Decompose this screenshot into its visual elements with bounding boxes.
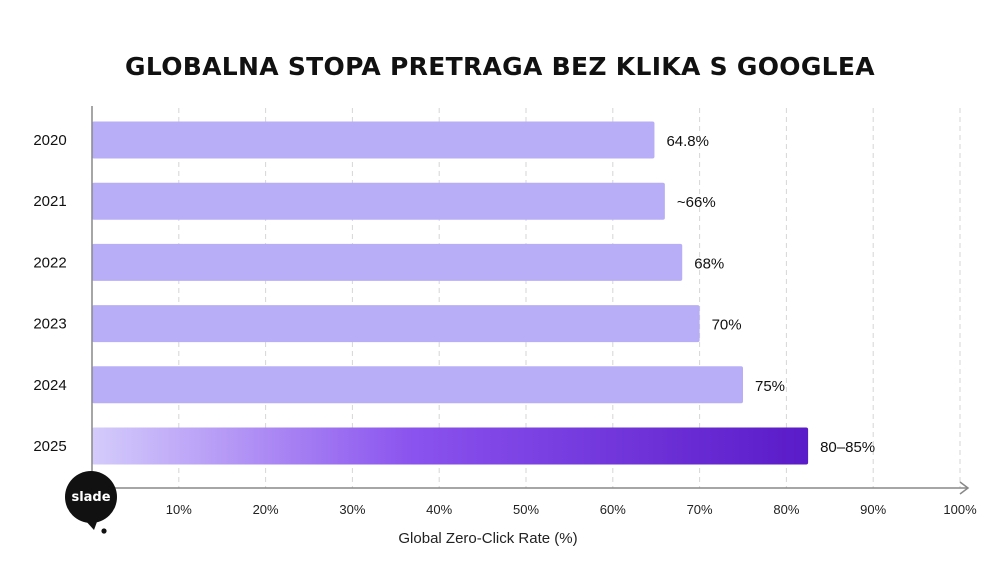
bar-2020 xyxy=(92,121,655,159)
logo-tail xyxy=(84,519,98,530)
x-tick-label: 80% xyxy=(773,502,799,517)
category-label: 2020 xyxy=(33,132,66,149)
x-tick-label: 60% xyxy=(600,502,626,517)
logo-circle xyxy=(65,471,117,523)
grid-lines xyxy=(178,108,961,488)
logo-text: slade xyxy=(71,490,110,505)
logo-dot xyxy=(101,528,107,534)
value-label: ~66% xyxy=(677,194,716,211)
x-tick-label: 40% xyxy=(426,502,452,517)
category-label: 2025 xyxy=(33,438,66,455)
x-tick-label: 100% xyxy=(943,502,977,517)
category-label: 2021 xyxy=(33,193,66,210)
bar-2023 xyxy=(92,305,700,343)
bar-2021 xyxy=(92,182,665,220)
bar-2022 xyxy=(92,243,683,281)
x-axis-title: Global Zero-Click Rate (%) xyxy=(398,530,577,547)
labels: 10% 20% 30% 40% 50% 60% 70% 80% 90% 100% 2020 64.8%… xyxy=(33,132,977,547)
category-label: 2022 xyxy=(33,254,66,271)
bars xyxy=(92,121,809,465)
chart-title: GLOBALNA STOPA PRETRAGA BEZ KLIKA S GOOG… xyxy=(125,52,875,81)
x-tick-label: 30% xyxy=(339,502,365,517)
value-label: 64.8% xyxy=(666,133,709,150)
category-label: 2023 xyxy=(33,316,66,333)
x-tick-label: 50% xyxy=(513,502,539,517)
slade-logo: slade xyxy=(65,471,117,534)
bar-2025 xyxy=(92,427,809,465)
value-label: 80–85% xyxy=(820,439,875,456)
value-label: 68% xyxy=(694,255,724,272)
x-tick-label: 10% xyxy=(166,502,192,517)
x-tick-label: 70% xyxy=(687,502,713,517)
value-label: 75% xyxy=(755,378,785,395)
axes xyxy=(91,106,970,495)
category-label: 2024 xyxy=(33,377,66,394)
bar-2024 xyxy=(92,366,743,404)
x-axis-arrow xyxy=(959,481,970,495)
x-tick-label: 90% xyxy=(860,502,886,517)
value-label: 70% xyxy=(712,317,742,334)
x-tick-label: 20% xyxy=(253,502,279,517)
